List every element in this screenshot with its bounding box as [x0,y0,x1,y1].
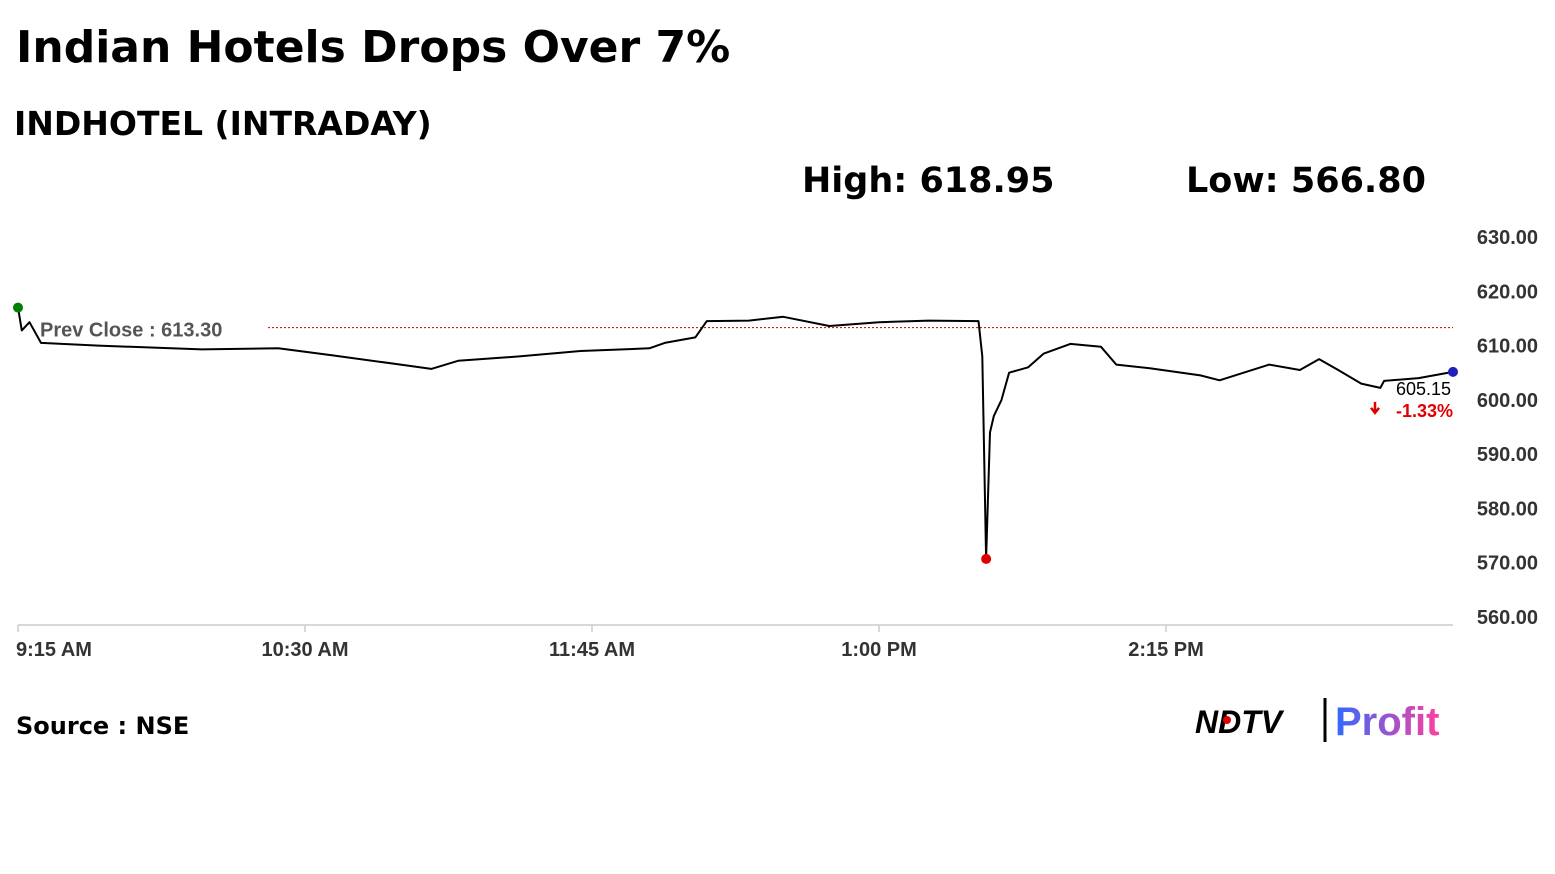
y-tick-label: 600.00 [1477,390,1538,412]
last-price-label: 605.15 [1396,379,1451,399]
y-tick-label: 630.00 [1477,227,1538,249]
x-tick-label: 10:30 AM [261,639,348,661]
logo-dot [1223,716,1231,724]
x-tick-label: 9:15 AM [16,639,92,661]
x-tick-label: 2:15 PM [1128,639,1204,661]
y-tick-label: 590.00 [1477,444,1538,466]
low-marker [981,553,992,564]
last-marker [1448,366,1458,377]
change-arrow [1370,401,1380,415]
open-marker [13,302,23,313]
source: Source : NSE [16,712,189,740]
y-tick-label: 610.00 [1477,336,1538,358]
price-line [17,307,1454,560]
y-tick-label: 560.00 [1477,607,1538,629]
x-tick-label: 1:00 PM [841,639,917,661]
logo: NDTV Profit [1195,698,1439,744]
y-tick-label: 570.00 [1477,553,1538,575]
chart-subtitle: INDHOTEL (INTRADAY) [14,104,432,143]
change-label: -1.33% [1396,401,1453,421]
high-label: High: 618.95 [802,161,1055,201]
logo-left: NDTV [1195,704,1285,740]
y-tick-label: 620.00 [1477,281,1538,303]
x-tick-label: 11:45 AM [549,639,635,661]
chart-title: Indian Hotels Drops Over 7% [16,22,730,73]
y-tick-label: 580.00 [1477,498,1538,520]
logo-right: Profit [1335,700,1439,744]
prev-close-label: Prev Close : 613.30 [40,320,222,342]
low-label: Low: 566.80 [1186,161,1426,201]
